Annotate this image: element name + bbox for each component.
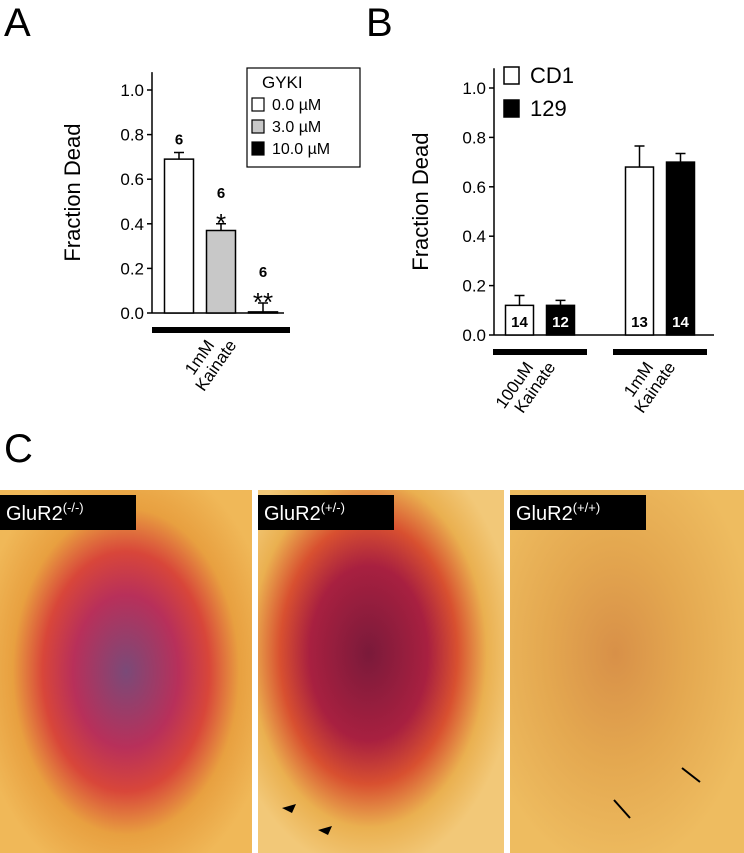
error-bar [514,294,525,306]
y-tick-label: 1.0 [120,81,144,100]
legend-label: 129 [530,96,567,121]
legend-swatch [503,99,520,118]
error-bar [675,152,686,163]
y-tick-label: 0.4 [120,215,144,234]
n-label: 14 [672,314,689,331]
legend-swatch [251,97,265,112]
error-bar [174,151,184,160]
y-tick-label: 0.0 [462,326,486,345]
y-tick-label: 1.0 [462,79,486,98]
micrograph-label: GluR2(+/+) [516,500,600,525]
y-tick-label: 0.2 [462,277,486,296]
genotype: GluR2 [264,503,321,525]
bar [624,166,655,336]
significance: * [216,208,226,238]
bar [665,161,696,336]
error-bar [258,302,268,312]
bar [504,304,535,336]
legend-label: 10.0 µM [272,141,330,158]
error-bar [555,299,566,306]
panel-label: B [366,1,393,45]
legend-swatch [251,141,265,156]
n-label: 6 [259,264,267,281]
error-bar [634,145,645,168]
bar [163,158,195,314]
micrograph: GluR2(+/+) [510,490,744,853]
y-axis-label: Fraction Dead [60,123,85,261]
y-axis-label: Fraction Dead [408,133,433,271]
n-label: 6 [175,131,183,148]
y-tick-label: 0.2 [120,259,144,278]
y-tick-label: 0.0 [120,304,144,323]
legend-swatch [251,119,265,134]
legend-label: 3.0 µM [272,119,321,136]
y-tick-label: 0.6 [120,170,144,189]
n-label: 12 [552,314,569,331]
panel-label: A [4,1,31,45]
n-label: 6 [217,185,225,202]
legend-swatch [503,66,520,85]
y-tick-label: 0.4 [462,227,486,246]
panel-label: C [4,427,33,471]
n-label: 13 [631,314,648,331]
n-label: 14 [511,314,528,331]
micrograph: GluR2(-/-) [0,490,252,853]
genotype: GluR2 [6,503,63,525]
genotype: GluR2 [516,503,573,525]
bar [205,229,237,314]
legend-box [246,67,361,168]
y-tick-label: 0.8 [462,128,486,147]
genotype-sup: (+/+) [573,500,600,515]
bar [545,304,576,336]
error-bar [216,223,226,231]
genotype-sup: (-/-) [63,500,84,515]
legend-label: 0.0 µM [272,97,321,114]
genotype-sup: (+/-) [321,500,345,515]
legend-title: GYKI [262,73,303,92]
significance: ** [253,287,273,317]
y-tick-label: 0.6 [462,178,486,197]
legend-label: CD1 [530,63,574,88]
micrograph-label: GluR2(+/-) [264,500,345,525]
y-tick-label: 0.8 [120,126,144,145]
micrograph-label: GluR2(-/-) [6,500,84,525]
micrograph: GluR2(+/-) [258,490,504,853]
